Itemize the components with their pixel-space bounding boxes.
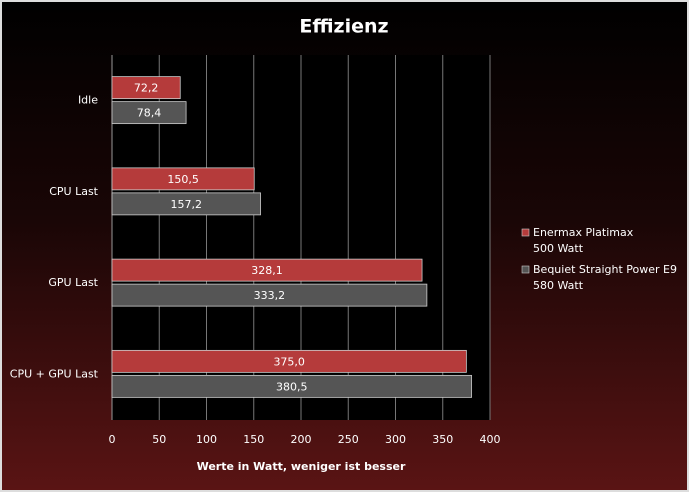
value-label: 375,0 [273, 355, 305, 368]
y-tick-label: Idle [78, 94, 98, 107]
value-label: 150,5 [167, 173, 199, 186]
y-tick-label: GPU Last [48, 276, 98, 289]
value-label: 380,5 [276, 380, 308, 393]
x-tick-label: 100 [196, 433, 217, 446]
x-tick-label: 400 [480, 433, 501, 446]
bar [111, 192, 261, 216]
x-tick-label: 350 [432, 433, 453, 446]
x-tick-label: 250 [338, 433, 359, 446]
x-tick-label: 200 [291, 433, 312, 446]
value-label: 72,2 [134, 82, 159, 95]
value-label: 157,2 [171, 198, 203, 211]
y-tick-label: CPU Last [49, 185, 98, 198]
legend-label: Enermax Platimax 500 Watt [533, 226, 634, 255]
bar [111, 349, 467, 373]
y-tick-label: CPU + GPU Last [10, 367, 99, 380]
legend-swatch [521, 228, 530, 237]
x-tick-label: 0 [109, 433, 116, 446]
x-tick-label: 150 [243, 433, 264, 446]
x-axis-title: Werte in Watt, weniger ist besser [197, 460, 406, 473]
bar [111, 258, 423, 282]
chart-title: Effizienz [299, 16, 388, 38]
bar [111, 76, 181, 100]
value-label: 333,2 [254, 289, 286, 302]
bar [111, 283, 428, 307]
bar [111, 374, 472, 398]
bar [111, 101, 187, 125]
legend-swatch [521, 265, 530, 274]
value-label: 78,4 [137, 107, 162, 120]
x-tick-label: 50 [152, 433, 166, 446]
legend-label: Bequiet Straight Power E9 580 Watt [533, 263, 677, 292]
x-tick-label: 300 [385, 433, 406, 446]
bar [111, 167, 255, 191]
value-label: 328,1 [251, 264, 283, 277]
